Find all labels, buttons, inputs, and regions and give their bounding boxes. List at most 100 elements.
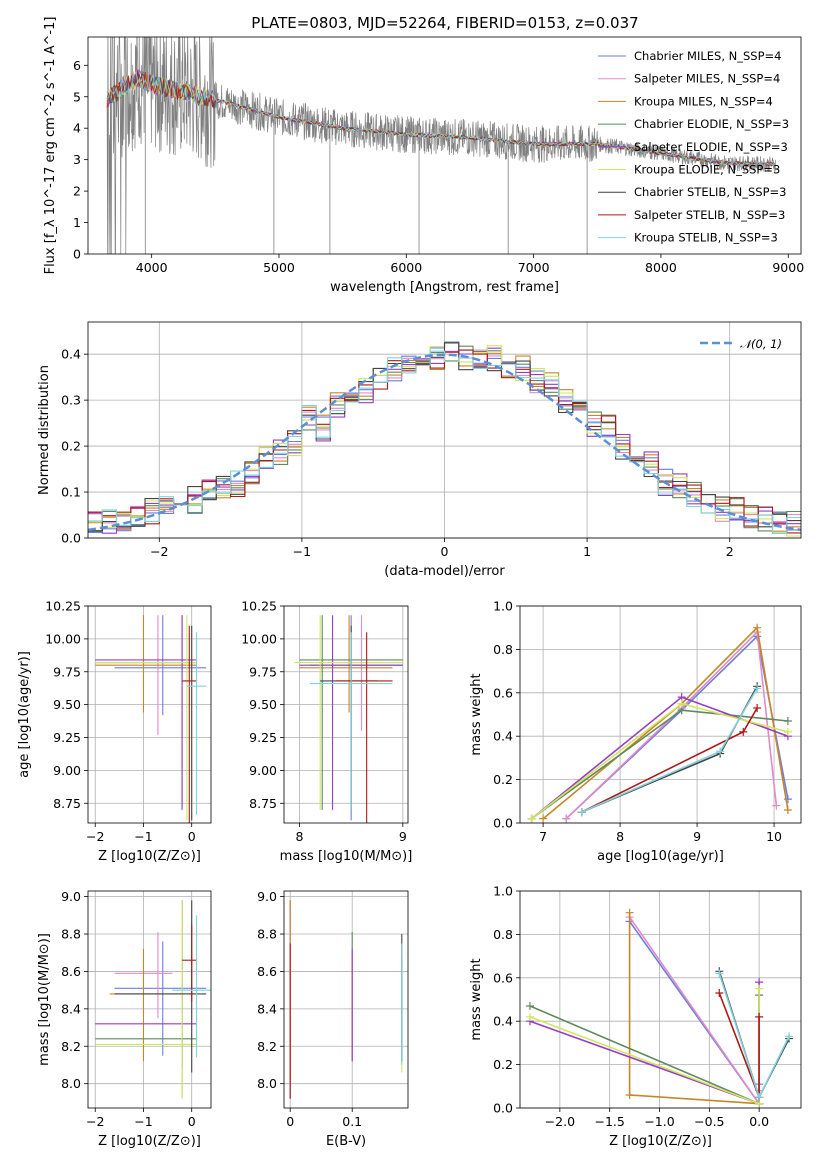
x-tick-label: −1.5 [595, 1114, 625, 1129]
y-tick-label: 10.00 [241, 631, 277, 646]
x-tick-label: −2.0 [545, 1114, 575, 1129]
massweight-point-marker [716, 747, 725, 756]
axes-frame [87, 890, 212, 1109]
plot-area-mass-vs-Z [95, 900, 211, 1099]
y-tick-label: 8.6 [257, 964, 277, 979]
massweight-series-line [565, 634, 789, 820]
axes-frame [519, 605, 802, 824]
x-tick-label: 10 [766, 829, 782, 844]
y-tick-label: 9.25 [249, 730, 277, 745]
y-tick-label: 0.0 [493, 1101, 513, 1116]
massweight-point-marker [525, 1002, 534, 1011]
x-tick-label: −2 [86, 829, 104, 844]
y-tick-label: 6 [73, 58, 81, 73]
x-tick-label: 0 [441, 544, 449, 559]
plot-area-age-vs-mass [294, 615, 403, 823]
y-tick-label: 0.4 [493, 729, 513, 744]
massweight-point-marker [755, 1093, 764, 1102]
y-tick-label: 8.6 [61, 964, 81, 979]
massweight-point-marker [715, 969, 724, 978]
x-tick-label: 9 [693, 829, 701, 844]
y-tick-label: 8.0 [257, 1076, 277, 1091]
massweight-series-line [718, 971, 790, 1100]
y-tick-label: 0.6 [493, 685, 513, 700]
legend-entry: Chabrier STELIB, N_SSP=3 [634, 185, 786, 199]
massweight-point-marker [783, 727, 792, 736]
x-tick-label: 4000 [136, 260, 168, 275]
y-tick-label: 0.8 [493, 642, 513, 657]
x-tick-label: 2 [726, 544, 734, 559]
y-axis-label: age [log10(age/yr)] [17, 651, 32, 778]
legend-entry: Kroupa STELIB, N_SSP=3 [634, 231, 778, 245]
massweight-point-marker [753, 623, 762, 632]
y-tick-label: 10.25 [241, 599, 277, 614]
massweight-point-marker [753, 703, 762, 712]
residual-histogram [88, 342, 801, 532]
massweight-point-marker [562, 814, 571, 823]
y-tick-label: 8.2 [61, 1039, 81, 1054]
y-tick-label: 0.8 [493, 927, 513, 942]
y-tick-label: 0 [73, 247, 81, 262]
x-tick-label: 8 [296, 829, 304, 844]
x-tick-label: 0.1 [342, 1114, 362, 1129]
axes-frame [87, 605, 212, 824]
massweight-point-marker [625, 1090, 634, 1099]
x-tick-label: 0 [188, 829, 196, 844]
y-tick-label: 8.4 [61, 1001, 81, 1016]
y-tick-label: 0.2 [493, 772, 513, 787]
x-tick-label: −1 [134, 829, 152, 844]
y-tick-label: 0.2 [61, 439, 81, 454]
x-axis-label: Z [log10(Z/Z⊙)] [98, 1134, 201, 1149]
y-axis-label: mass weight [469, 958, 484, 1040]
massweight-point-marker [772, 801, 781, 810]
y-axis-label: mass weight [469, 673, 484, 755]
x-axis-label: Z [log10(Z/Z⊙)] [98, 849, 201, 864]
plot-area-massweight-vs-age [527, 623, 792, 823]
legend-entry: Salpeter STELIB, N_SSP=3 [634, 208, 785, 222]
legend-entry: Chabrier MILES, N_SSP=4 [634, 49, 781, 63]
legend-entry: Salpeter ELODIE, N_SSP=3 [634, 140, 788, 154]
massweight-point-marker [539, 814, 548, 823]
x-tick-label: −1 [134, 1114, 152, 1129]
panel-massweight-vs-Z: −2.0 −1.5 −1.0 −0.5 0.0 0.0 0.2 0.4 0.6 0.8 1.0 Z [… [469, 884, 802, 1149]
x-tick-label: 0 [286, 1114, 294, 1129]
y-tick-label: 8.75 [249, 796, 277, 811]
x-axis-label: mass [log10(M/M⊙)] [280, 849, 413, 864]
y-axis-label: Normed distribution [37, 365, 52, 495]
massweight-point-marker [783, 717, 792, 726]
y-tick-label: 1.0 [493, 884, 513, 899]
massweight-series-line [718, 973, 790, 1100]
model-series-line [106, 74, 775, 167]
y-tick-label: 8.2 [257, 1039, 277, 1054]
legend-entry: Kroupa MILES, N_SSP=4 [634, 94, 773, 108]
model-series-line [106, 71, 776, 167]
y-tick-label: 1.0 [493, 599, 513, 614]
massweight-point-marker [525, 1012, 534, 1021]
panel-age-vs-Z: −2 −1 0 8.75 9.00 9.25 9.50 9.75 10.00 10.25 Z [lo… [17, 599, 212, 864]
x-tick-label: −2 [150, 544, 168, 559]
massweight-point-marker [753, 684, 762, 693]
y-tick-label: 4 [73, 121, 81, 136]
y-tick-label: 9.00 [249, 763, 277, 778]
x-tick-label: −0.5 [694, 1114, 724, 1129]
massweight-series-line [565, 630, 778, 820]
y-tick-label: 9.50 [53, 697, 81, 712]
legend-entry: Salpeter MILES, N_SSP=4 [634, 72, 780, 86]
y-tick-label: 9.00 [53, 763, 81, 778]
massweight-series-line [529, 995, 760, 1105]
y-tick-label: 5 [73, 89, 81, 104]
panel-spectrum: 4000 5000 6000 7000 8000 9000 0 1 2 3 4 5 6 wavelengt… [43, 17, 804, 295]
figure-title: PLATE=0803, MJD=52264, FIBERID=0153, z=0… [251, 14, 638, 32]
x-tick-label: 8 [616, 829, 624, 844]
x-tick-label: 0 [188, 1114, 196, 1129]
y-tick-label: 0.6 [493, 970, 513, 985]
y-tick-label: 0.4 [493, 1014, 513, 1029]
panel-massweight-vs-age: 7 8 9 10 0.0 0.2 0.4 0.6 0.8 1.0 age [log10(age/yr… [469, 599, 802, 864]
x-tick-label: −2 [86, 1114, 104, 1129]
axes-frame [87, 36, 802, 255]
massweight-point-marker [625, 908, 634, 917]
y-tick-label: 0.0 [493, 816, 513, 831]
legend-entry: Chabrier ELODIE, N_SSP=3 [634, 117, 789, 131]
y-tick-label: 0.2 [493, 1057, 513, 1072]
legend-entry: 𝒩(0, 1) [740, 337, 782, 351]
